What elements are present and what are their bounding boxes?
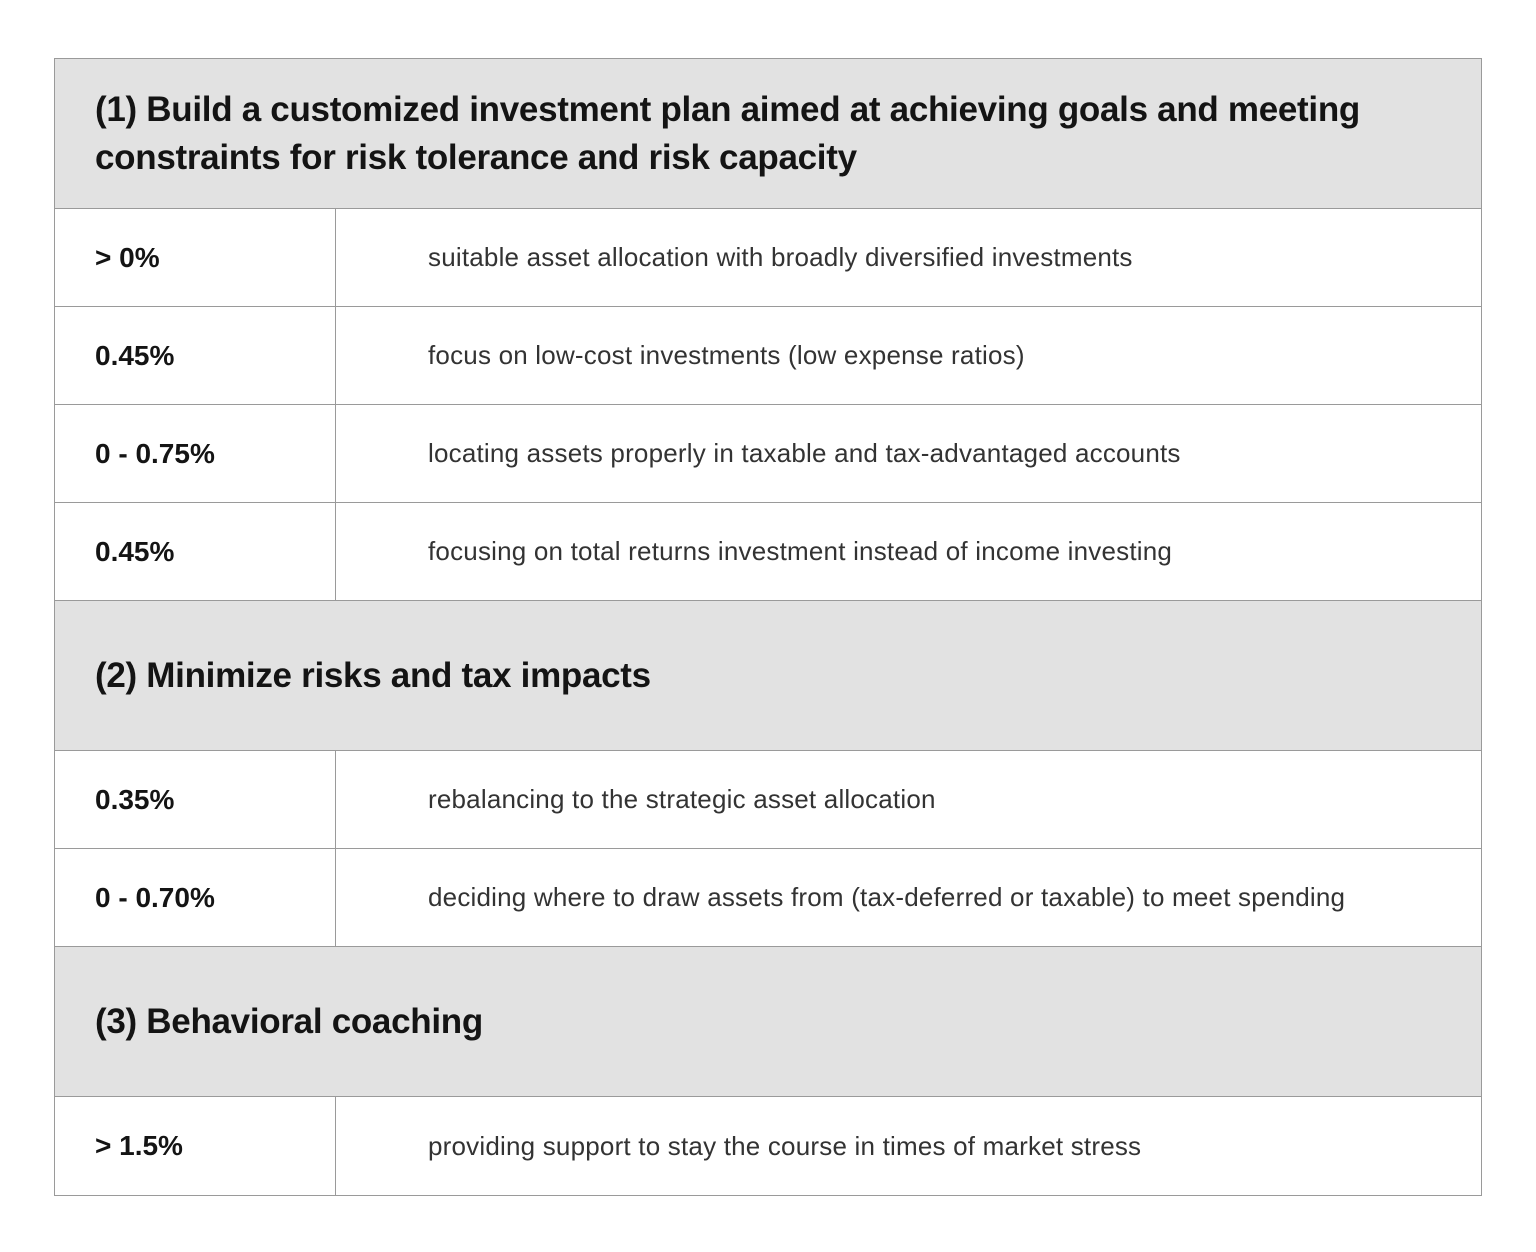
description-cell: focusing on total returns investment ins… xyxy=(428,536,1173,566)
table-row: 0.35% rebalancing to the strategic asset … xyxy=(55,751,1481,849)
value-cell: > 1.5% xyxy=(55,1097,336,1195)
section-header: (3) Behavioral coaching xyxy=(55,947,1481,1097)
table-row: 0 - 0.75% locating assets properly in tax… xyxy=(55,405,1481,503)
section-title: (3) Behavioral coaching xyxy=(95,1001,483,1041)
table-row: > 1.5% providing support to stay the cour… xyxy=(55,1097,1481,1195)
description-cell: suitable asset allocation with broadly d… xyxy=(428,242,1133,272)
description-cell: deciding where to draw assets from (tax-… xyxy=(428,882,1346,912)
description-cell: locating assets properly in taxable and … xyxy=(428,438,1181,468)
section-header: (2) Minimize risks and tax impacts xyxy=(55,601,1481,751)
value-cell: 0.45% xyxy=(55,307,336,404)
table: (1) Build a customized investment plan a… xyxy=(54,58,1482,1196)
table-row: > 0% suitable asset allocation with broad… xyxy=(55,209,1481,307)
section-title: (2) Minimize risks and tax impacts xyxy=(95,655,651,695)
section-header: (1) Build a customized investment plan a… xyxy=(55,59,1481,209)
value-cell: 0 - 0.70% xyxy=(55,849,336,946)
value-cell: > 0% xyxy=(55,209,336,306)
value-cell: 0.45% xyxy=(55,503,336,600)
table-row: 0 - 0.70% deciding where to draw assets f… xyxy=(55,849,1481,947)
table-row: 0.45% focus on low-cost investments (low … xyxy=(55,307,1481,405)
description-cell: focus on low-cost investments (low expen… xyxy=(428,340,1025,370)
value-cell: 0 - 0.75% xyxy=(55,405,336,502)
section-title: (1) Build a customized investment plan a… xyxy=(95,89,1360,177)
table-row: 0.45% focusing on total returns investmen… xyxy=(55,503,1481,601)
description-cell: providing support to stay the course in … xyxy=(428,1130,1142,1161)
value-cell: 0.35% xyxy=(55,751,336,848)
description-cell: rebalancing to the strategic asset alloc… xyxy=(428,784,936,814)
